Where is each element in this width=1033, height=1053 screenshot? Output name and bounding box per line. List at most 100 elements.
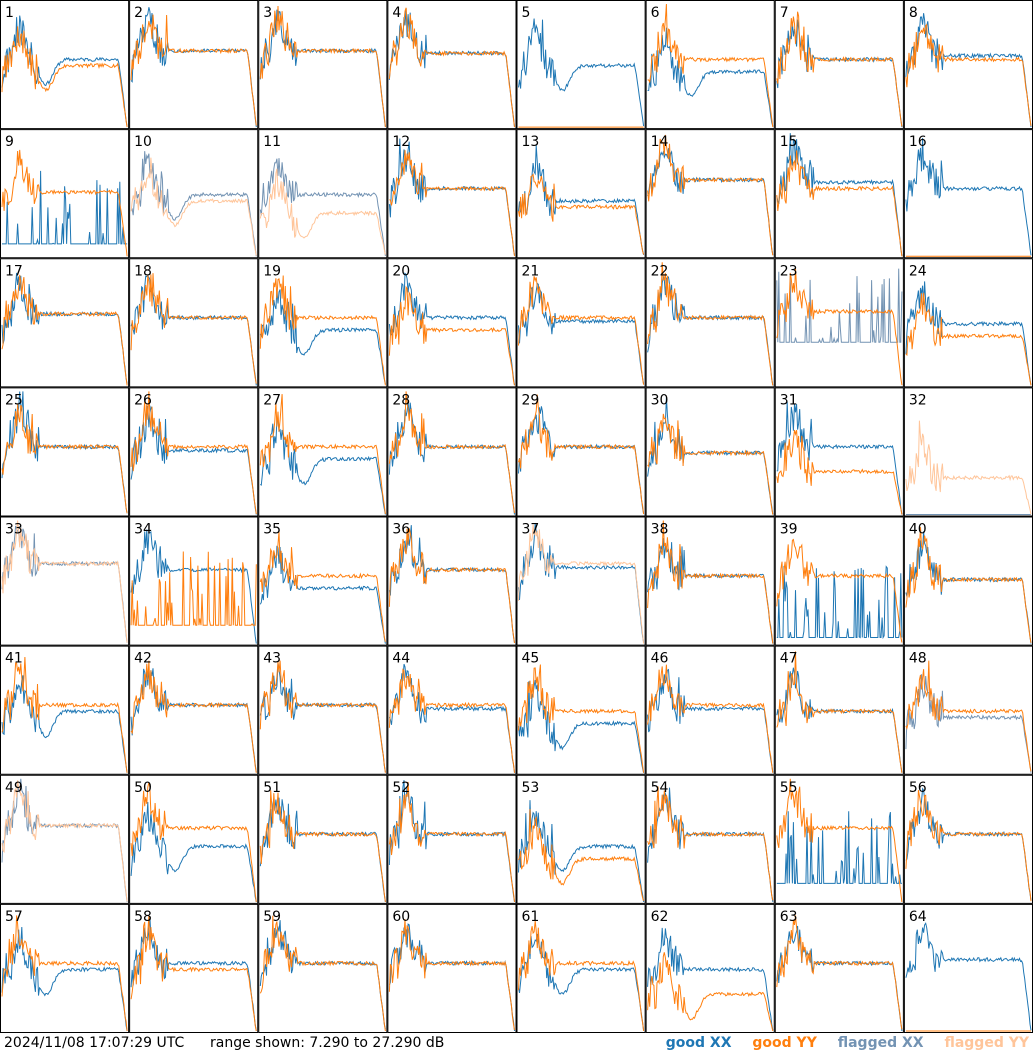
- panel-54: 54: [645, 774, 775, 904]
- panel-51: 51: [258, 774, 388, 904]
- panel-7: 7: [774, 0, 904, 130]
- series-xx-line: [776, 268, 903, 343]
- panel-17: 17: [0, 258, 130, 388]
- series-yy-line: [130, 915, 257, 1032]
- panel-label: 4: [392, 5, 401, 21]
- panel-12: 12: [387, 129, 517, 259]
- panel-label: 13: [522, 134, 540, 150]
- series-yy-line: [259, 531, 386, 642]
- panel-30: 30: [645, 387, 775, 517]
- series-yy-line: [259, 5, 386, 128]
- panel-label: 34: [134, 522, 152, 538]
- panel-43: 43: [258, 645, 388, 775]
- panel-55: 55: [774, 774, 904, 904]
- series-xx-line: [776, 565, 903, 640]
- panel-label: 15: [780, 134, 798, 150]
- panel-20: 20: [387, 258, 517, 388]
- panel-label: 53: [522, 780, 540, 796]
- series-yy-line: [647, 520, 774, 644]
- panel-label: 8: [909, 5, 918, 21]
- panel-58: 58: [129, 903, 259, 1033]
- panel-label: 9: [5, 134, 14, 150]
- panel-label: 40: [909, 522, 927, 538]
- panel-41: 41: [0, 645, 130, 775]
- series-yy-line: [647, 3, 774, 128]
- panel-frame: [903, 903, 1033, 1033]
- panel-label: 30: [651, 392, 669, 408]
- panel-18: 18: [129, 258, 259, 388]
- series-yy-line: [518, 664, 645, 773]
- panel-14: 14: [645, 129, 775, 259]
- series-yy-line: [776, 915, 903, 1030]
- panel-label: 61: [522, 909, 540, 925]
- panel-57: 57: [0, 903, 130, 1033]
- series-yy-line: [776, 150, 903, 257]
- series-yy-line: [130, 782, 257, 902]
- panel-label: 3: [263, 5, 272, 21]
- series-xx-line: [518, 282, 645, 385]
- panel-label: 10: [134, 134, 152, 150]
- series-yy-line: [776, 538, 903, 643]
- panel-label: 31: [780, 392, 798, 408]
- series-yy-line: [905, 292, 1032, 386]
- panel-label: 54: [651, 780, 669, 796]
- panel-label: 62: [651, 909, 669, 925]
- series-yy-line: [518, 276, 645, 385]
- panel-49: 49: [0, 774, 130, 904]
- panel-26: 26: [129, 387, 259, 517]
- series-xx-line: [776, 811, 902, 884]
- series-xx-line: [518, 18, 645, 127]
- series-xx-line: [130, 667, 257, 773]
- panel-36: 36: [387, 516, 517, 646]
- series-yy-line: [1, 26, 128, 128]
- panel-frame: [516, 129, 646, 259]
- series-yy-line: [388, 7, 515, 128]
- series-xx-line: [259, 289, 386, 384]
- panel-60: 60: [387, 903, 517, 1033]
- legend-good-xx: good XX: [665, 1035, 732, 1051]
- panel-label: 45: [522, 651, 540, 667]
- panel-label: 51: [263, 780, 281, 796]
- series-yy-line: [1, 915, 128, 1032]
- panel-27: 27: [258, 387, 388, 517]
- series-yy-line: [130, 391, 257, 515]
- panel-label: 22: [651, 263, 669, 279]
- series-xx-line: [905, 674, 1032, 773]
- panel-frame: [258, 387, 388, 517]
- panel-frame: [129, 774, 259, 904]
- panel-label: 23: [780, 263, 798, 279]
- panel-19: 19: [258, 258, 388, 388]
- panel-frame: [258, 774, 388, 904]
- series-xx-line: [1, 926, 128, 1032]
- series-yy-line: [647, 134, 774, 256]
- panel-label: 57: [5, 909, 23, 925]
- panel-frame: [516, 516, 646, 646]
- panel-8: 8: [903, 0, 1033, 130]
- panel-label: 43: [263, 651, 281, 667]
- panel-44: 44: [387, 645, 517, 775]
- series-xx-line: [905, 922, 1032, 1031]
- panel-10: 10: [129, 129, 259, 259]
- series-yy-line: [905, 527, 1032, 643]
- panel-label: 7: [780, 5, 789, 21]
- panel-frame: [903, 129, 1033, 259]
- series-yy-line: [647, 262, 774, 386]
- series-xx-line: [388, 272, 515, 386]
- series-xx-line: [647, 27, 774, 127]
- series-xx-line: [260, 417, 386, 515]
- panel-38: 38: [645, 516, 775, 646]
- series-yy-line: [905, 23, 1032, 126]
- panel-42: 42: [129, 645, 259, 775]
- panel-label: 52: [392, 780, 410, 796]
- series-xx-line: [130, 801, 257, 903]
- panel-label: 29: [522, 392, 540, 408]
- panel-48: 48: [903, 645, 1033, 775]
- panel-label: 26: [134, 392, 152, 408]
- panel-28: 28: [387, 387, 517, 517]
- series-yy-line: [388, 391, 515, 514]
- panel-label: 36: [392, 522, 410, 538]
- series-yy-line: [259, 394, 386, 515]
- panel-frame: [258, 516, 388, 646]
- series-yy-line: [130, 660, 257, 773]
- series-yy-line: [389, 150, 515, 257]
